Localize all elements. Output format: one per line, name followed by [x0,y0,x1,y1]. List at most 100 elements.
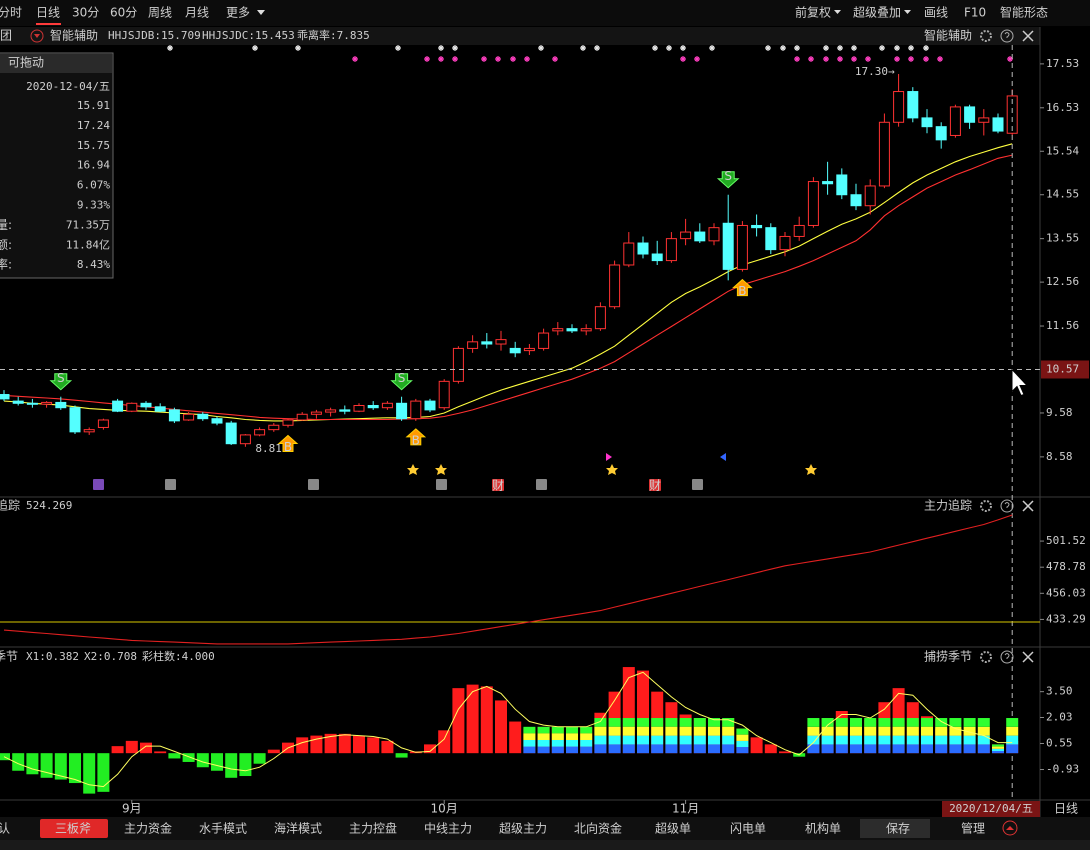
y-tick-label: 433.29 [1046,612,1086,625]
candle-body [183,413,195,421]
formula-tab[interactable]: 海洋模式 [274,821,322,836]
color-pillar [594,726,607,736]
crosshair-box [1041,360,1089,379]
color-pillar [935,744,948,754]
formula-tab[interactable]: 中线主力 [424,821,472,836]
color-pillar [722,726,735,736]
formula-tab[interactable]: 主力控盘 [349,821,397,836]
color-pillar [864,718,877,727]
x-tick-label: 11月 [672,802,699,816]
panel-legend: 追踪 [0,498,20,513]
period-tab[interactable]: 周线 [148,6,172,20]
color-pillar [608,726,621,736]
color-pillar [651,744,664,754]
event-icon[interactable] [492,479,504,491]
event-icon[interactable] [436,479,447,490]
color-pillar [679,735,692,745]
candle-body [907,91,919,119]
color-pillar [906,726,919,736]
help-mark [1004,32,1010,38]
color-pillar [537,746,550,754]
settings-icon[interactable] [980,500,992,512]
tabbar-bg [0,817,1090,840]
season-bar [97,753,110,792]
toolbar-button[interactable]: F10 [964,6,986,20]
color-pillar [935,718,948,727]
formula-tab[interactable]: 北向资金 [574,821,622,836]
color-pillar [1006,718,1019,727]
formula-tab[interactable]: 机构单 [805,821,841,836]
candle-body [609,264,621,308]
period-tab[interactable]: 60分 [110,6,137,20]
color-pillar [878,735,891,745]
color-pillar [608,735,621,745]
signal-star [851,45,857,51]
candle-body [396,402,408,420]
event-icon[interactable] [536,479,547,490]
event-icon[interactable] [649,479,661,491]
toolbar-button[interactable]: 超级叠加 [853,5,901,20]
formula-tab[interactable]: 三板斧 [55,822,91,836]
formula-tab[interactable]: 水手模式 [199,822,247,836]
candle-body [353,404,365,412]
signal-star [837,56,843,62]
signal-star [594,45,600,51]
period-tab[interactable]: 月线 [185,6,209,20]
formula-tab[interactable]: 认 [0,822,10,836]
period-tab[interactable]: 日线 [36,6,60,20]
tracking-line [3,514,1013,645]
event-icon[interactable] [692,479,703,490]
color-pillar [566,739,578,747]
color-pillar [594,744,607,754]
settings-icon[interactable] [980,30,992,42]
period-tab[interactable]: 分时 [0,6,22,20]
help-icon[interactable] [1000,29,1014,43]
color-pillar [921,744,933,754]
close-icon[interactable] [1022,30,1034,42]
color-pillar [949,726,962,736]
buy-arrow [277,434,299,452]
color-pillar [651,735,664,745]
color-pillar [992,750,1004,754]
season-bar [225,753,238,778]
color-pillar [864,735,877,745]
color-pillar [708,726,720,736]
toolbar-button[interactable]: 画线 [924,6,948,20]
color-pillar [850,744,862,754]
y-tick-label: 0.55 [1046,737,1073,750]
settings-icon[interactable] [980,651,992,663]
color-pillar [637,744,649,754]
help-icon[interactable] [1000,650,1014,664]
event-icon[interactable] [165,479,176,490]
indicator-menu[interactable] [30,29,44,43]
formula-tab[interactable]: 主力资金 [124,821,172,836]
candle-body [410,400,422,420]
active-tab-bg [40,819,108,838]
period-tab[interactable]: 更多 [226,6,250,20]
season-bar [12,753,25,771]
candle-body [452,347,464,382]
season-bar [764,744,777,754]
formula-tab[interactable]: 保存 [886,822,910,836]
toolbar-button[interactable]: 智能形态 [1000,5,1048,20]
toolbar-button[interactable]: 前复权 [795,5,831,20]
period-tab[interactable]: 30分 [72,6,99,20]
scroll-button[interactable] [1002,820,1018,836]
close-icon[interactable] [1022,500,1034,512]
info-label: 率: [0,257,12,272]
help-icon[interactable] [1000,499,1014,513]
formula-tab[interactable]: 超级主力 [499,821,547,836]
formula-tab[interactable]: 超级单 [655,821,691,836]
event-icon[interactable] [93,479,104,490]
candle-body [225,422,237,445]
event-icon[interactable] [308,479,319,490]
close-icon[interactable] [1022,651,1034,663]
y-tick-label: 9.58 [1046,406,1073,419]
candle-body [878,121,890,187]
color-pillar [963,726,976,736]
info-box[interactable] [0,52,114,279]
formula-tab[interactable]: 闪电单 [730,822,766,836]
color-pillar [722,718,735,727]
formula-tab[interactable]: 管理 [961,821,985,836]
